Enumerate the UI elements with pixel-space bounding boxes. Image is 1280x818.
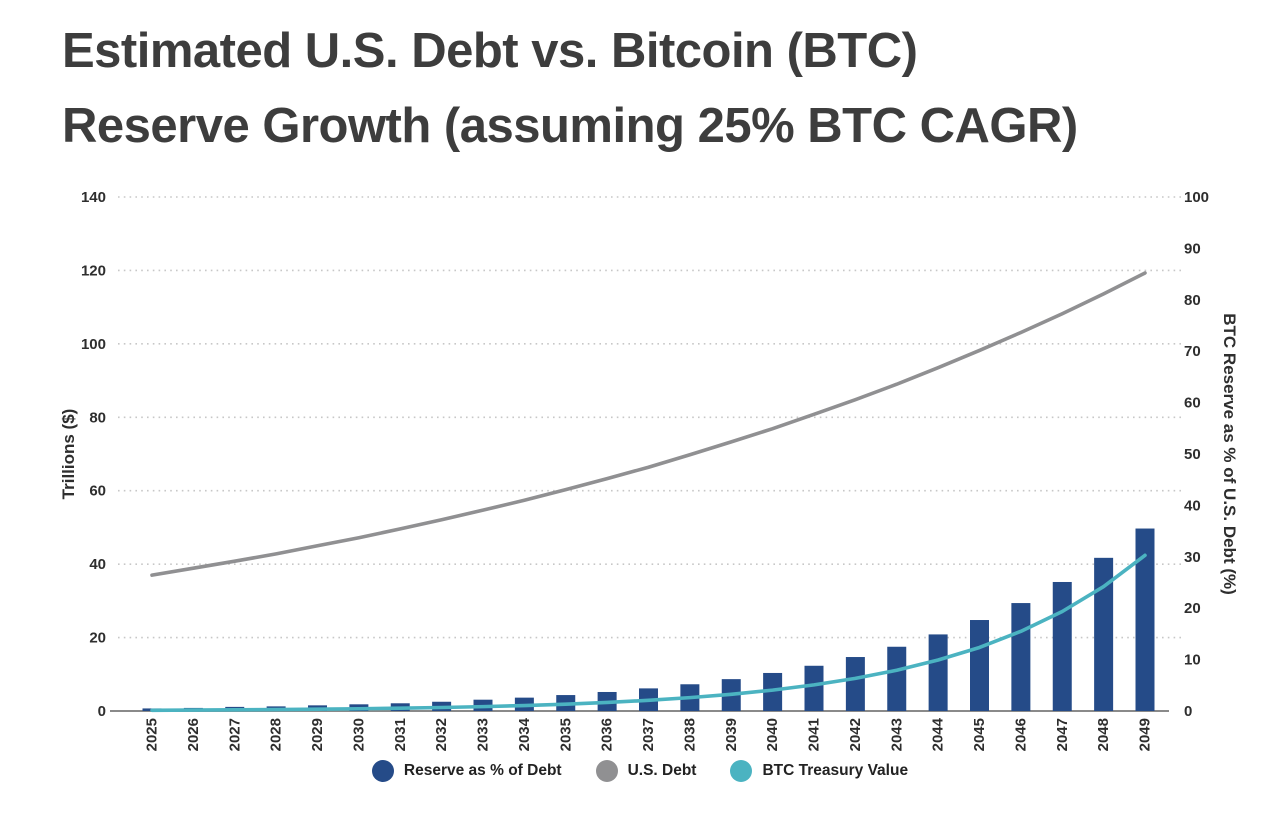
chart-title-line1: Estimated U.S. Debt vs. Bitcoin (BTC) (62, 24, 918, 78)
x-tick-2037: 2037 (640, 718, 657, 751)
x-tick-2029: 2029 (309, 718, 326, 751)
right-tick-80: 80 (1184, 292, 1201, 309)
x-tick-2036: 2036 (599, 718, 616, 751)
legend-item-btc-treasury-value: BTC Treasury Value (730, 760, 908, 782)
right-tick-70: 70 (1184, 343, 1201, 360)
bar-2045 (970, 620, 989, 711)
combo-chart: 0204060801001201400102030405060708090100… (59, 189, 1239, 751)
legend-dot-icon (595, 760, 618, 782)
x-tick-2032: 2032 (433, 718, 450, 751)
chart-legend: Reserve as % of Debt U.S. Debt BTC Treasur… (0, 760, 1280, 782)
chart-title-line2: Reserve Growth (assuming 25% BTC CAGR) (62, 99, 1078, 153)
x-tick-2043: 2043 (888, 718, 905, 751)
x-tick-2030: 2030 (350, 718, 367, 751)
x-tick-2034: 2034 (516, 717, 533, 751)
x-tick-2028: 2028 (268, 718, 285, 751)
right-tick-90: 90 (1184, 240, 1201, 257)
bar-2047 (1052, 581, 1072, 711)
x-tick-2040: 2040 (764, 718, 781, 751)
right-tick-30: 30 (1184, 549, 1201, 566)
bar-2048 (1094, 557, 1114, 711)
left-tick-140: 140 (81, 189, 106, 206)
legend-dot-icon (371, 760, 394, 782)
x-tick-2039: 2039 (723, 718, 740, 751)
chart-title: Estimated U.S. Debt vs. Bitcoin (BTC) Res… (62, 14, 1078, 164)
x-tick-2026: 2026 (185, 718, 202, 751)
right-tick-20: 20 (1184, 600, 1201, 617)
left-tick-0: 0 (98, 703, 106, 720)
x-tick-2045: 2045 (971, 718, 988, 751)
x-tick-2046: 2046 (1012, 718, 1029, 751)
x-tick-2042: 2042 (847, 718, 864, 751)
legend-label: Reserve as % of Debt (403, 762, 562, 779)
legend-item-reserve-as-of-debt: Reserve as % of Debt (371, 760, 562, 782)
x-tick-2035: 2035 (557, 718, 574, 751)
bar-2041 (804, 665, 824, 711)
line-u-s-debt (150, 271, 1147, 577)
left-tick-100: 100 (81, 336, 106, 353)
x-tick-2049: 2049 (1137, 718, 1154, 751)
right-tick-10: 10 (1184, 652, 1201, 669)
x-tick-2041: 2041 (806, 718, 823, 751)
x-tick-2038: 2038 (681, 718, 698, 751)
right-tick-100: 100 (1184, 189, 1209, 206)
legend-item-u-s-debt: U.S. Debt (595, 760, 697, 782)
x-tick-2031: 2031 (392, 718, 409, 751)
left-tick-80: 80 (89, 409, 106, 426)
right-tick-40: 40 (1184, 497, 1201, 514)
x-tick-2048: 2048 (1095, 718, 1112, 751)
bar-2046 (1011, 603, 1031, 711)
bar-2040 (763, 672, 783, 711)
x-tick-2033: 2033 (475, 718, 492, 751)
x-tick-2044: 2044 (930, 717, 947, 751)
line-btc-treasury-value (150, 553, 1147, 713)
x-tick-2025: 2025 (144, 718, 161, 751)
left-tick-40: 40 (89, 556, 106, 573)
left-tick-20: 20 (89, 630, 106, 647)
left-axis-title: Trillions ($) (59, 409, 78, 500)
right-tick-50: 50 (1184, 446, 1201, 463)
bar-2042 (845, 657, 865, 711)
right-tick-0: 0 (1184, 703, 1192, 720)
legend-label: U.S. Debt (627, 762, 697, 779)
bar-2044 (928, 634, 948, 711)
bar-2043 (887, 646, 907, 711)
left-tick-120: 120 (81, 262, 106, 279)
right-axis-title: BTC Reserve as % of U.S. Debt (%) (1220, 313, 1239, 595)
right-tick-60: 60 (1184, 395, 1201, 412)
x-tick-2047: 2047 (1054, 718, 1071, 751)
legend-dot-icon (730, 760, 753, 782)
bar-2049 (1135, 528, 1155, 711)
legend-label: BTC Treasury Value (762, 762, 909, 779)
x-tick-2027: 2027 (226, 718, 243, 751)
left-tick-60: 60 (89, 483, 106, 500)
